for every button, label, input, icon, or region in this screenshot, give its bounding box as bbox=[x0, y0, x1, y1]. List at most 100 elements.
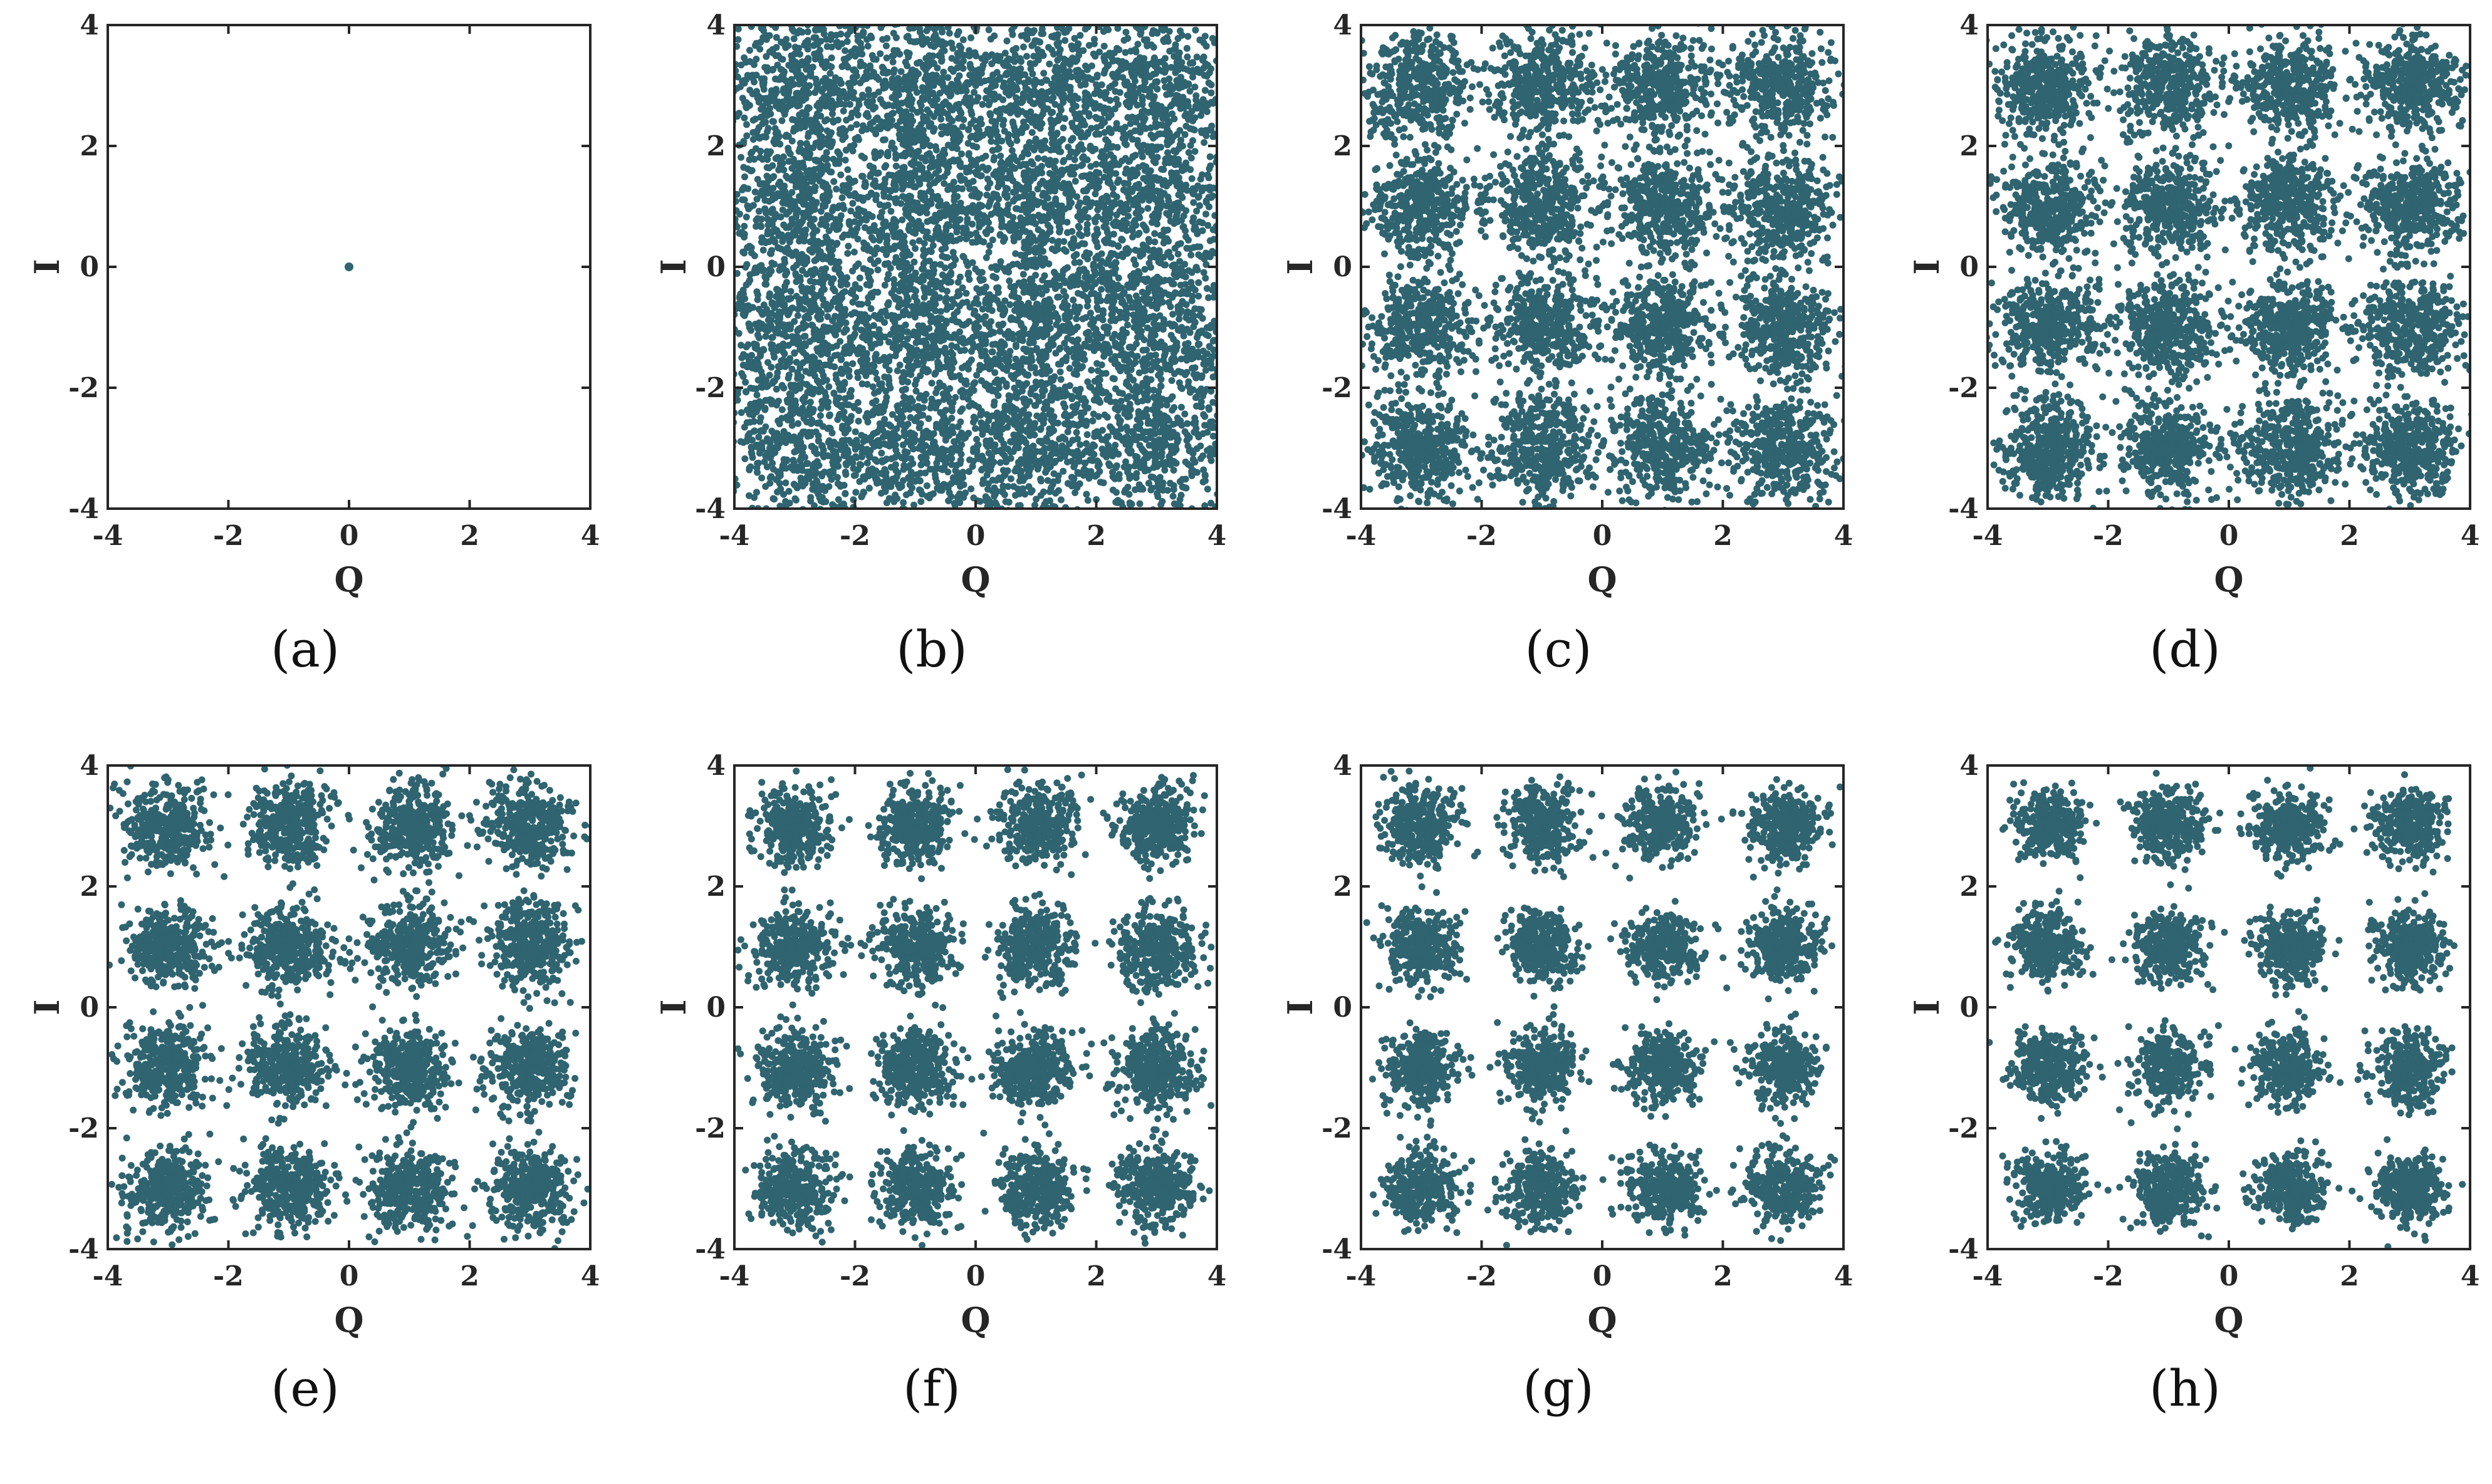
data-point bbox=[1077, 128, 1085, 136]
data-point bbox=[1221, 60, 1228, 67]
data-point bbox=[1234, 239, 1241, 246]
data-point bbox=[667, 310, 674, 317]
data-point bbox=[1038, 169, 1046, 177]
data-point bbox=[721, 49, 728, 56]
data-point bbox=[1093, 0, 1100, 5]
data-point bbox=[1030, 174, 1038, 182]
data-point bbox=[957, 108, 964, 116]
data-point bbox=[727, 314, 734, 321]
data-point bbox=[1098, 81, 1105, 88]
data-point bbox=[958, 150, 965, 158]
data-point bbox=[723, 57, 730, 64]
data-point bbox=[931, 26, 939, 33]
data-point bbox=[829, 105, 837, 112]
data-point bbox=[1155, 66, 1162, 73]
data-point bbox=[858, 127, 866, 135]
data-point bbox=[998, 15, 1005, 22]
data-point bbox=[900, 237, 907, 245]
data-point bbox=[1121, 186, 1129, 194]
y-tick-label: 0 bbox=[80, 251, 99, 283]
data-point bbox=[738, 370, 746, 377]
data-point bbox=[858, 32, 865, 39]
data-point bbox=[872, 154, 879, 162]
data-point bbox=[1107, 111, 1115, 118]
data-point bbox=[1077, 10, 1083, 17]
data-point bbox=[793, 278, 800, 286]
data-point bbox=[1061, 115, 1068, 122]
data-point bbox=[857, 79, 864, 86]
data-point bbox=[909, 106, 916, 113]
data-point bbox=[1035, 114, 1042, 122]
data-point bbox=[889, 58, 897, 66]
data-point bbox=[983, 254, 990, 261]
data-point bbox=[811, 89, 819, 96]
data-point bbox=[997, 152, 1004, 160]
data-point bbox=[714, 99, 721, 106]
data-point bbox=[791, 50, 799, 58]
data-point bbox=[853, 46, 861, 53]
data-point bbox=[972, 229, 980, 237]
data-point bbox=[1043, 95, 1051, 103]
data-point bbox=[753, 392, 761, 398]
data-point bbox=[861, 311, 868, 318]
data-point bbox=[716, 97, 723, 104]
data-point bbox=[726, 259, 732, 266]
data-point bbox=[909, 161, 917, 169]
data-point bbox=[712, 242, 719, 249]
data-point bbox=[717, 299, 724, 306]
data-point bbox=[791, 125, 798, 132]
data-point bbox=[850, 95, 857, 101]
data-point bbox=[916, 59, 924, 66]
data-point bbox=[1131, 94, 1139, 101]
data-point bbox=[947, 65, 955, 73]
data-point bbox=[1144, 8, 1150, 15]
data-point bbox=[957, 61, 965, 68]
data-point bbox=[844, 250, 852, 257]
data-point bbox=[986, 197, 994, 205]
data-point bbox=[1074, 41, 1082, 48]
data-point bbox=[833, 39, 840, 46]
data-point bbox=[865, 211, 873, 218]
data-point bbox=[1105, 26, 1112, 33]
data-point bbox=[865, 86, 872, 94]
data-point bbox=[1188, 108, 1196, 115]
data-point bbox=[1170, 155, 1178, 162]
data-point bbox=[741, 54, 748, 61]
data-point bbox=[722, 332, 729, 339]
data-point bbox=[1003, 86, 1010, 94]
data-point bbox=[969, 159, 976, 166]
data-point bbox=[967, 108, 975, 115]
data-point bbox=[872, 56, 880, 63]
data-point bbox=[812, 34, 820, 41]
data-point bbox=[1001, 49, 1009, 57]
data-point bbox=[918, 38, 925, 45]
data-point bbox=[763, 128, 771, 135]
data-point bbox=[734, 36, 742, 43]
data-point bbox=[1094, 243, 1102, 251]
data-point bbox=[1018, 32, 1025, 39]
data-point bbox=[1122, 16, 1129, 23]
data-point bbox=[765, 164, 773, 172]
data-point bbox=[754, 6, 761, 13]
data-point bbox=[664, 276, 670, 283]
data-point bbox=[1131, 127, 1139, 135]
data-point bbox=[824, 93, 832, 100]
data-point bbox=[904, 208, 910, 215]
data-point bbox=[831, 324, 838, 332]
data-point bbox=[763, 32, 770, 39]
data-point bbox=[1063, 219, 1071, 226]
data-point bbox=[722, 67, 729, 74]
data-point bbox=[1011, 165, 1019, 172]
data-point bbox=[1189, 60, 1197, 67]
data-point bbox=[1025, 78, 1033, 85]
data-point bbox=[1207, 11, 1214, 18]
data-point bbox=[806, 82, 813, 90]
data-point bbox=[788, 76, 795, 83]
data-point bbox=[1098, 160, 1106, 168]
data-point bbox=[972, 238, 980, 246]
data-point bbox=[809, 5, 816, 12]
data-point bbox=[797, 140, 804, 147]
data-point bbox=[1181, 131, 1189, 138]
data-point bbox=[1190, 214, 1197, 222]
